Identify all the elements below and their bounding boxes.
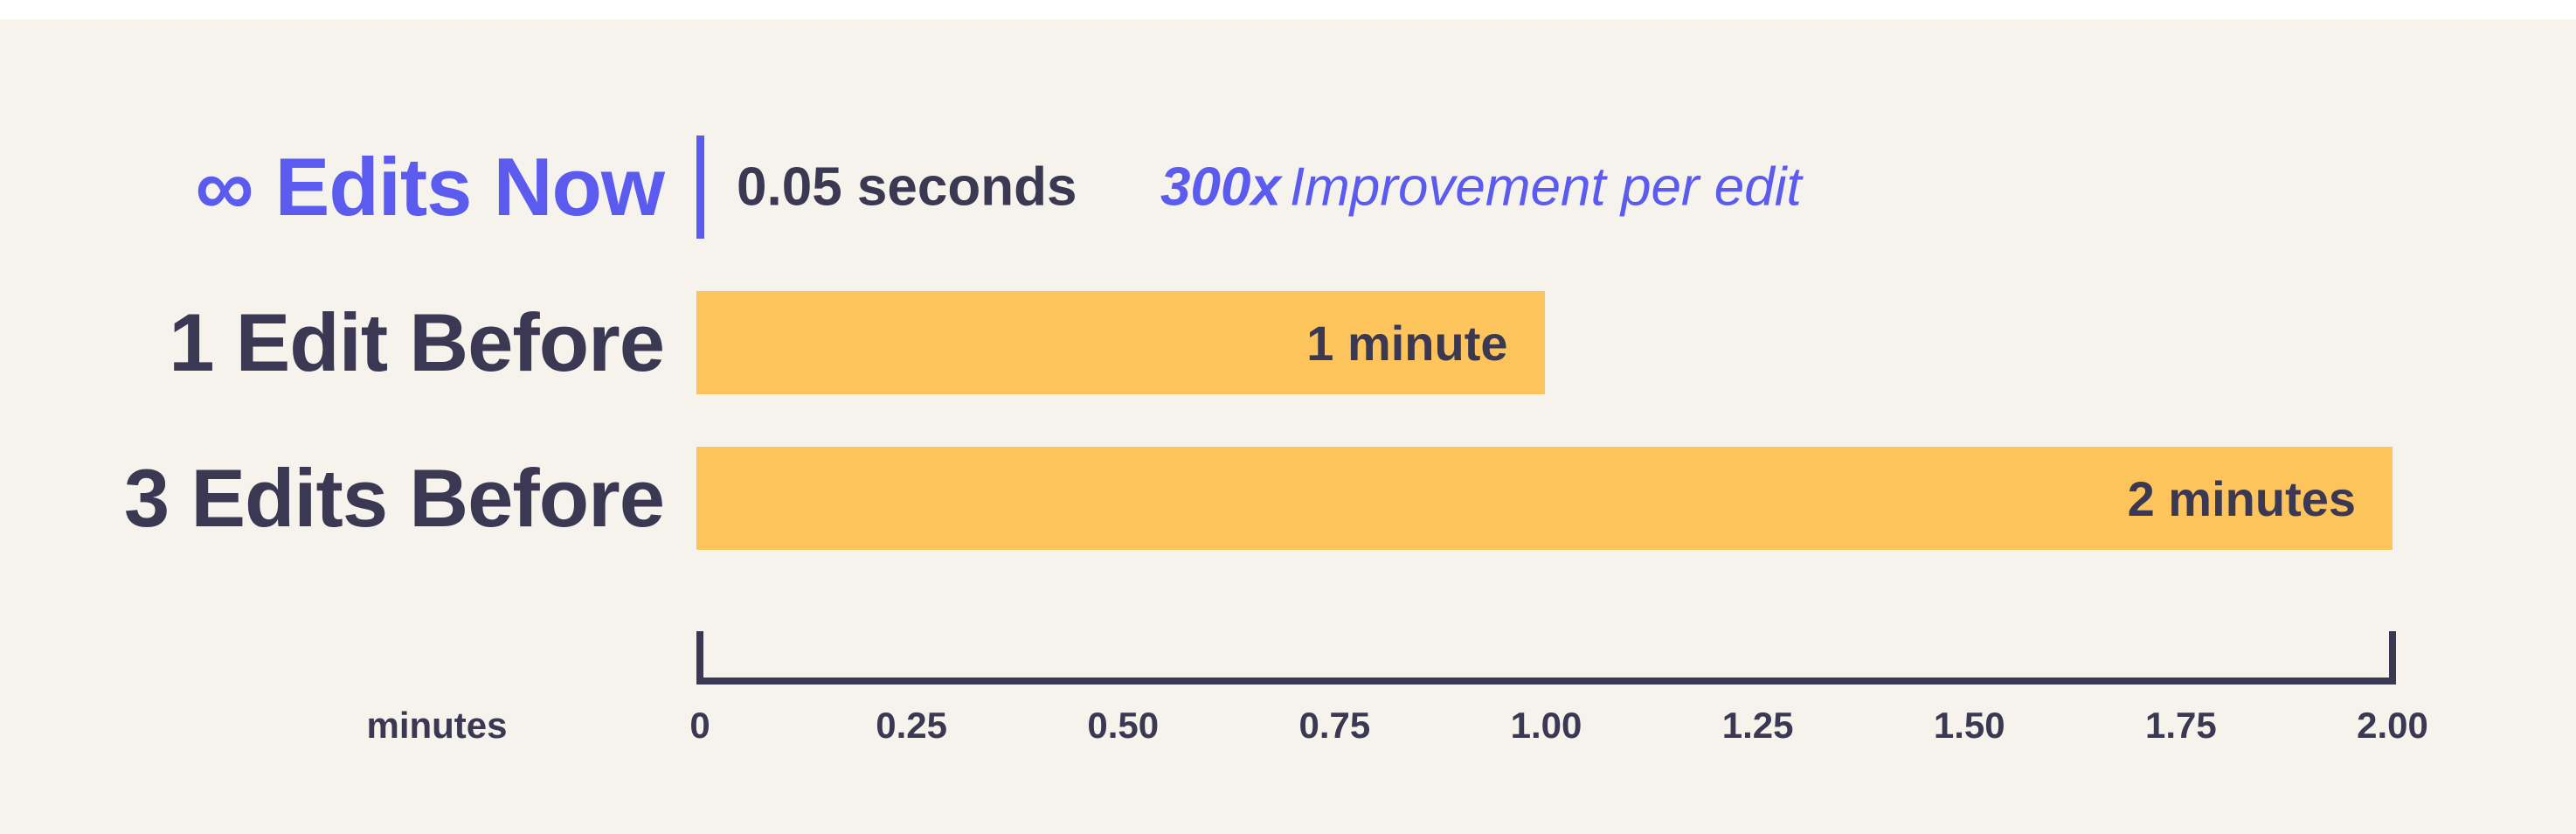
bar-value-label-one-minute: 1 minute [1306,315,1508,371]
improvement-multiplier: 300x [1160,156,1281,218]
category-label-one-edit-before: 1 Edit Before [169,296,665,388]
category-label-edits-now: ∞ Edits Now [195,141,665,233]
x-tick-label: 0 [689,705,710,746]
x-tick-label: 1.25 [1721,705,1794,746]
x-tick-label: 0.75 [1298,705,1371,746]
x-tick-label: 2.00 [2357,705,2428,746]
top-white-strip [0,0,2576,19]
x-tick-label: 1.75 [2145,705,2217,746]
x-axis-line [696,678,2396,685]
near-zero-bar-marker [696,136,704,239]
plot-area-row-2: 1 minute [696,291,2392,394]
x-tick-label: 1.00 [1510,705,1582,746]
bar-three-edits-before: 2 minutes [696,447,2392,550]
bar-value-label-two-minutes: 2 minutes [2127,470,2356,526]
category-label-three-edits-before: 3 Edits Before [123,452,665,544]
chart-row-edits-now: ∞ Edits Now 0.05 seconds 300x Improvement… [0,136,2576,239]
plot-area-row-1: 0.05 seconds 300x Improvement per edit [696,136,2392,239]
x-tick-label: 1.50 [1933,705,2005,746]
chart-row-one-edit-before: 1 Edit Before 1 minute [0,291,2576,394]
bar-one-edit-before: 1 minute [696,291,1545,394]
x-axis [696,631,2396,685]
x-tick-label: 0.50 [1087,705,1160,746]
chart-row-three-edits-before: 3 Edits Before 2 minutes [0,447,2576,550]
x-tick-label: 0.25 [876,705,947,746]
x-axis-unit-label: minutes [366,705,508,746]
x-axis-end-tick [2389,631,2396,685]
x-axis-start-tick [696,631,703,685]
value-label-edits-now: 0.05 seconds [737,156,1077,218]
x-axis-tick-labels: 0 0.25 0.50 0.75 1.00 1.25 1.50 1.75 2.0… [689,699,2428,752]
improvement-text: Improvement per edit [1289,156,1802,218]
improvement-annotation: 300x Improvement per edit [1160,156,1802,219]
plot-area-row-3: 2 minutes [696,447,2392,550]
